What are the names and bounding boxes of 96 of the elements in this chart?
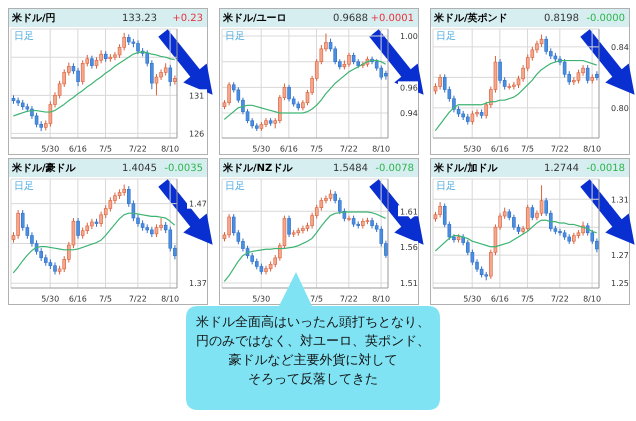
chart-subtitle: 0.9688 bbox=[333, 12, 368, 24]
annotation: 日足 bbox=[225, 180, 245, 193]
annotation: 日足 bbox=[14, 180, 34, 193]
y-tick-label: 1.25 bbox=[611, 279, 629, 288]
candlestick bbox=[466, 113, 470, 126]
x-tick-label: 7/22 bbox=[128, 144, 147, 154]
x-tick-label: 8/10 bbox=[583, 294, 602, 304]
x-tick-label: 8/10 bbox=[372, 294, 390, 304]
x-tick-label: 5/30 bbox=[463, 144, 482, 154]
x-tick-label: 6/16 bbox=[68, 294, 87, 304]
x-tick-label: 7/5 bbox=[310, 144, 323, 154]
candlestick bbox=[338, 197, 342, 215]
x-tick-label: 7/22 bbox=[550, 294, 569, 304]
text: -0.0035 bbox=[164, 162, 203, 174]
x-tick-label: 6/16 bbox=[490, 294, 509, 304]
chart-title: 米ドル/円 bbox=[12, 12, 56, 25]
x-tick-label: 8/10 bbox=[161, 294, 180, 304]
y-tick-label: 0.94 bbox=[400, 108, 418, 118]
candlestick bbox=[126, 34, 131, 46]
annotation: 日足 bbox=[225, 30, 245, 43]
y-tick-label: 1.31 bbox=[611, 195, 629, 204]
chart-title: 米ドル/ユーロ bbox=[223, 12, 287, 25]
candlestick bbox=[104, 50, 108, 62]
x-tick-label: 8/10 bbox=[161, 144, 180, 154]
x-tick-label: 7/5 bbox=[310, 294, 323, 304]
candlestick bbox=[90, 55, 94, 70]
candlestick bbox=[379, 65, 384, 80]
x-tick-label: 8/10 bbox=[583, 144, 602, 154]
x-tick-label: 7/5 bbox=[521, 294, 534, 304]
x-tick-label: 7/5 bbox=[99, 144, 112, 154]
y-tick-label: 0.84 bbox=[611, 42, 629, 52]
annotation: 日足 bbox=[14, 30, 34, 43]
chart-subtitle: 133.23 bbox=[122, 12, 157, 24]
candlestick bbox=[168, 64, 172, 87]
text: -0.0018 bbox=[586, 162, 625, 174]
x-tick-label: 6/16 bbox=[280, 144, 298, 154]
text: +0.0001 bbox=[370, 12, 414, 24]
candlestick bbox=[173, 74, 177, 86]
x-tick-label: 5/30 bbox=[252, 294, 270, 304]
x-tick-label: 7/5 bbox=[521, 144, 534, 154]
y-tick-label: 0.96 bbox=[400, 83, 418, 92]
chart-subtitle: 0.8198 bbox=[544, 12, 579, 24]
annotation: 日足 bbox=[436, 180, 456, 193]
line-series bbox=[434, 60, 598, 132]
candlestick bbox=[526, 204, 530, 232]
candlestick bbox=[590, 74, 594, 84]
candlestick bbox=[168, 226, 172, 252]
chart-subtitle: 1.5484 bbox=[333, 162, 368, 174]
candlestick bbox=[567, 234, 572, 244]
y-tick-label: 126 bbox=[189, 129, 204, 138]
candlestick bbox=[480, 108, 484, 119]
text: 円のみではなく、対ユーロ、英ポンド、 bbox=[195, 333, 431, 351]
chart-subtitle: 1.2744 bbox=[544, 162, 579, 174]
text: -0.0078 bbox=[375, 162, 414, 174]
y-tick-label: 0.80 bbox=[611, 104, 629, 113]
text: 米ドル全面高はいったん頭打ちとなり、 bbox=[195, 314, 431, 332]
candlestick bbox=[254, 258, 259, 270]
text: そろって反落してきた bbox=[247, 371, 379, 389]
chart-title: 米ドル/加ドル bbox=[434, 162, 498, 175]
y-tick-label: 1.37 bbox=[189, 279, 207, 288]
line-series bbox=[224, 60, 386, 120]
text: +0.23 bbox=[172, 12, 203, 24]
x-tick-label: 7/22 bbox=[340, 294, 358, 304]
x-tick-label: 5/30 bbox=[41, 144, 60, 154]
x-tick-label: 6/16 bbox=[68, 144, 87, 154]
text: -0.0000 bbox=[586, 12, 625, 24]
y-tick-label: 1.56 bbox=[400, 243, 418, 252]
chart-subtitle: 1.4045 bbox=[122, 162, 157, 174]
annotation: 日足 bbox=[436, 30, 456, 43]
chart-title: 米ドル/英ポンド bbox=[434, 12, 508, 25]
x-tick-label: 8/10 bbox=[372, 144, 390, 154]
x-tick-label: 6/16 bbox=[490, 144, 509, 154]
x-tick-label: 7/5 bbox=[99, 294, 112, 304]
candlestick bbox=[76, 217, 80, 240]
y-tick-label: 1.27 bbox=[611, 251, 629, 260]
y-tick-label: 1.61 bbox=[400, 207, 418, 216]
chart-title: 米ドル/NZドル bbox=[223, 162, 292, 175]
x-tick-label: 7/22 bbox=[340, 144, 358, 154]
candlestick bbox=[595, 70, 599, 81]
candlestick bbox=[20, 99, 25, 110]
y-tick-label: 1.47 bbox=[189, 200, 207, 209]
candlestick bbox=[530, 204, 534, 221]
candlestick bbox=[44, 254, 48, 266]
chart-title: 米ドル/豪ドル bbox=[12, 162, 76, 175]
x-tick-label: 7/22 bbox=[550, 144, 569, 154]
candlestick bbox=[586, 64, 590, 84]
x-tick-label: 5/30 bbox=[252, 144, 270, 154]
candlestick bbox=[287, 215, 291, 238]
y-tick-label: 131 bbox=[189, 91, 204, 100]
x-tick-label: 5/30 bbox=[41, 294, 60, 304]
y-tick-label: 1.00 bbox=[400, 32, 418, 42]
x-tick-label: 5/30 bbox=[463, 294, 482, 304]
candlestick bbox=[85, 222, 90, 234]
text: 豪ドルなど主要外貨に対して bbox=[228, 352, 398, 370]
y-tick-label: 1.51 bbox=[400, 278, 418, 288]
x-tick-label: 7/22 bbox=[128, 294, 147, 304]
